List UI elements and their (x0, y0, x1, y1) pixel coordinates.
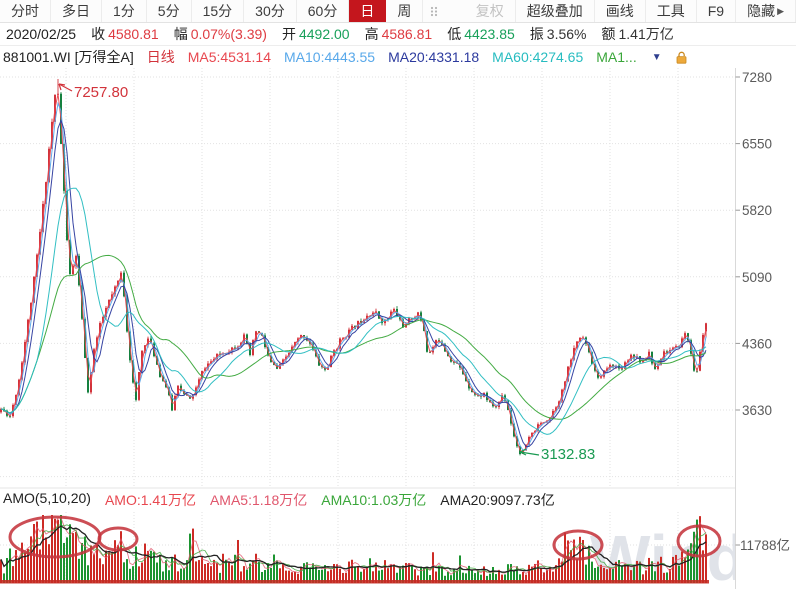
dots-grid-icon (431, 6, 438, 17)
close-value: 4580.81 (108, 26, 159, 42)
tab-fenshi[interactable]: 分时 (0, 0, 51, 22)
field-label: 低 (447, 26, 462, 42)
button-label: F9 (707, 3, 725, 19)
amo-indicator-bar: AMO(5,10,20) AMO:1.41万亿 AMA5:1.18万亿 AMA1… (3, 490, 555, 510)
ma60-legend: MA60:4274.65 (492, 49, 584, 65)
volume-axis-label: 11788亿 (740, 538, 790, 553)
button-label: 画线 (605, 3, 634, 19)
grid (0, 68, 735, 583)
drawn-circle-annotation (552, 529, 604, 561)
super-overlay-button[interactable]: 超级叠加 (516, 0, 595, 22)
tab-weekly[interactable]: 周 (386, 0, 424, 22)
tab-label: 60分 (307, 3, 338, 19)
toolbar-right-group: 复权 超级叠加 画线 工具 F9 隐藏 ▶ (465, 0, 796, 22)
ama20-legend: AMA20:9097.73亿 (440, 492, 555, 508)
low-annotation: 3132.83 (541, 446, 595, 463)
svg-text:5820: 5820 (742, 203, 772, 218)
tab-daily-active[interactable]: 日 (349, 0, 387, 22)
amplitude-value: 3.56% (546, 26, 587, 42)
quote-open-field: 开 4492.00 (282, 24, 350, 44)
drawn-circle-annotation (97, 526, 139, 552)
tab-label: 日 (360, 3, 375, 19)
svg-text:5090: 5090 (742, 270, 772, 285)
indicator-legend-bar: 881001.WI [万得全A] 日线 MA5:4531.14 MA10:444… (0, 46, 796, 68)
price-pane: 7257.80 3132.83 (0, 79, 707, 463)
tab-label: 1分 (113, 3, 135, 19)
period-toolbar: 分时 多日 1分 5分 15分 30分 60分 日 周 复权 超级叠加 画线 工… (0, 0, 796, 23)
ma20-legend: MA20:4331.18 (388, 49, 480, 65)
amo-title: AMO(5,10,20) (3, 490, 91, 506)
tab-label: 多日 (62, 3, 90, 19)
svg-text:7280: 7280 (742, 70, 772, 85)
ma10-legend: MA10:4443.55 (284, 49, 376, 65)
field-label: 开 (281, 26, 296, 42)
quote-close-field: 收 4580.81 (91, 24, 159, 44)
ma120-legend-truncated: MA1... (596, 49, 637, 65)
adjust-price-button[interactable]: 复权 (465, 0, 516, 22)
volume-pane (0, 515, 722, 584)
change-value: 0.07%(3.39) (190, 26, 267, 42)
amo-current: AMO:1.41万亿 (104, 492, 196, 508)
svg-text:6550: 6550 (742, 137, 772, 152)
quote-high-field: 高 4586.81 (365, 24, 433, 44)
field-label: 额 (601, 26, 616, 42)
ma5-legend: MA5:4531.14 (187, 49, 272, 65)
tab-30min[interactable]: 30分 (244, 0, 297, 22)
high-annotation: 7257.80 (74, 84, 128, 101)
button-label: 超级叠加 (526, 3, 583, 19)
quote-amount-field: 额 1.41万亿 (602, 24, 674, 44)
open-value: 4492.00 (298, 26, 350, 42)
tab-label: 分时 (11, 3, 39, 19)
quote-date: 2020/02/25 (6, 26, 77, 42)
tools-button[interactable]: 工具 (646, 0, 697, 22)
tab-5min[interactable]: 5分 (147, 0, 192, 22)
quote-info-bar: 2020/02/25 收 4580.81 幅 0.07%(3.39) 开 4492.0… (0, 23, 796, 46)
f9-button[interactable]: F9 (697, 0, 737, 22)
period-label: 日线 (146, 49, 175, 65)
button-label: 复权 (475, 3, 504, 19)
hide-button[interactable]: 隐藏 ▶ (736, 0, 796, 22)
price-axis: 7280 6550 5820 5090 4360 3630 11788亿 (735, 68, 796, 589)
amount-value: 1.41万亿 (618, 26, 674, 42)
field-label: 高 (364, 26, 379, 42)
ama10-legend: AMA10:1.03万亿 (321, 492, 427, 508)
tab-60min[interactable]: 60分 (297, 0, 350, 22)
low-value: 4423.85 (464, 26, 515, 42)
tab-15min[interactable]: 15分 (192, 0, 245, 22)
more-periods-icon[interactable] (423, 0, 445, 22)
button-label: 工具 (656, 3, 685, 19)
field-label: 幅 (173, 26, 188, 42)
symbol-name: 881001.WI [万得全A] (3, 49, 134, 65)
ama5-legend: AMA5:1.18万亿 (209, 492, 308, 508)
quote-change-field: 幅 0.07%(3.39) (174, 24, 267, 44)
drawn-circle-annotation (676, 524, 722, 558)
svg-text:4360: 4360 (742, 336, 772, 351)
tab-1min[interactable]: 1分 (102, 0, 147, 22)
tab-label: 15分 (202, 3, 233, 19)
chevron-right-icon: ▶ (777, 5, 784, 16)
field-label: 收 (91, 26, 106, 42)
lock-icon[interactable] (675, 51, 688, 64)
candlestick-chart[interactable]: 7257.80 3132.83 Wind 7280 6550 5820 5090 4360 36… (0, 68, 796, 589)
tab-label: 5分 (157, 3, 180, 19)
tab-duori[interactable]: 多日 (51, 0, 102, 22)
tab-label: 周 (397, 3, 412, 19)
svg-text:3630: 3630 (742, 403, 772, 418)
draw-line-button[interactable]: 画线 (595, 0, 646, 22)
chevron-down-icon[interactable]: ▼ (651, 51, 662, 63)
tab-label: 30分 (255, 3, 285, 19)
button-label: 隐藏 (747, 3, 776, 19)
field-label: 振 (529, 26, 544, 42)
quote-low-field: 低 4423.85 (447, 24, 515, 44)
high-value: 4586.81 (381, 26, 433, 42)
quote-amplitude-field: 振 3.56% (530, 24, 587, 44)
